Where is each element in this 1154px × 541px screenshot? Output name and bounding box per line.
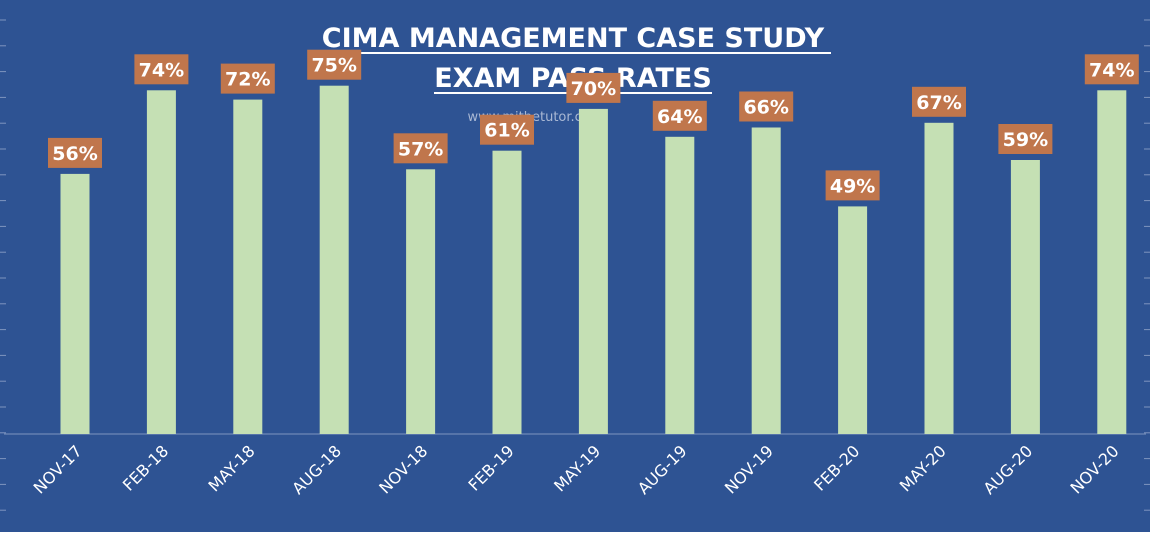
data-label: 67%: [916, 92, 961, 114]
data-label-box: [825, 170, 880, 201]
data-label-box: [566, 72, 621, 103]
data-label-box: [220, 63, 275, 94]
bar-aug-18: [319, 85, 349, 434]
data-label: 49%: [830, 175, 875, 197]
bar-nov-20: [1097, 90, 1127, 435]
data-label: 59%: [1003, 129, 1048, 151]
data-labels-group: 56% 74% 72% 75% 57% 61% 70% 64% 66% 49% 67% 59% 74%: [48, 49, 1139, 201]
data-label: 72%: [225, 69, 270, 91]
data-label: 70%: [571, 78, 616, 100]
data-label-box: [393, 133, 448, 164]
data-label: 75%: [311, 55, 356, 77]
data-label-box: [1084, 54, 1139, 85]
data-label: 64%: [657, 106, 702, 128]
bar-feb-18: [146, 90, 176, 435]
data-label-box: [48, 137, 102, 168]
bar-may-19: [578, 108, 608, 435]
bar-nov-17: [60, 173, 90, 434]
bar-may-20: [924, 122, 954, 435]
data-label-box: [480, 114, 534, 145]
bar-aug-20: [1010, 160, 1040, 434]
data-label-box: [652, 100, 707, 131]
data-label-box: [307, 49, 362, 80]
bar-nov-18: [406, 169, 436, 435]
data-label: 74%: [1089, 59, 1134, 81]
bar-feb-19: [492, 150, 522, 434]
data-label-box: [739, 91, 794, 122]
data-label-box: [998, 124, 1053, 154]
bar-aug-19: [665, 136, 695, 435]
data-label: 56%: [52, 143, 97, 165]
data-label: 66%: [743, 97, 788, 119]
chart-title-line1: CIMA MANAGEMENT CASE STUDY: [322, 23, 825, 54]
data-label: 57%: [398, 138, 443, 160]
data-label-box: [134, 54, 189, 85]
data-label-box: [912, 86, 966, 117]
axis-ticks: [0, 19, 1150, 511]
bars-group: [60, 85, 1127, 435]
bar-nov-19: [751, 127, 781, 434]
data-label: 61%: [484, 120, 529, 142]
bar-feb-20: [838, 206, 868, 434]
bar-may-18: [233, 99, 263, 434]
data-label: 74%: [139, 59, 184, 81]
